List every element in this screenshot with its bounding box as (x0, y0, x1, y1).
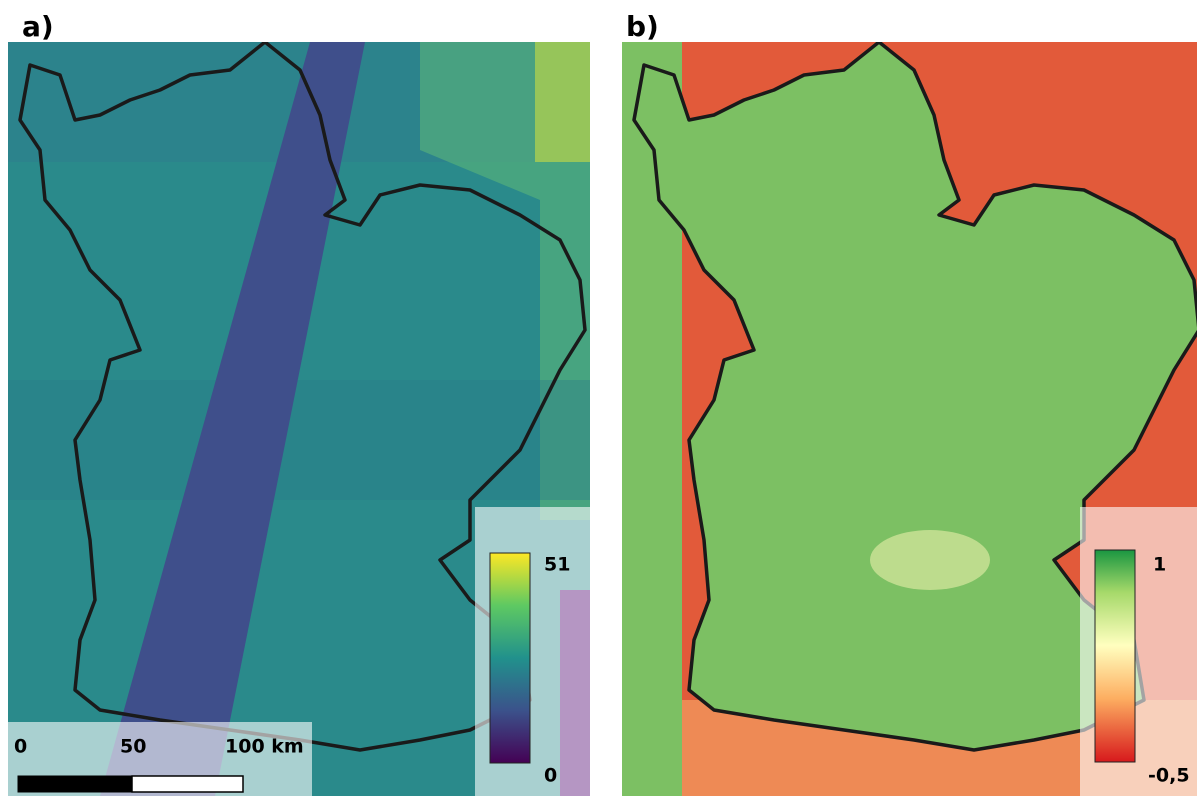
colorbar (1095, 550, 1135, 762)
scale-label: 50 (120, 736, 146, 758)
scale-label: 100 km (225, 736, 304, 758)
colorbar-max: 51 (544, 554, 570, 576)
panel-label: b) (626, 10, 659, 43)
colorbar (490, 553, 530, 763)
colorbar-min: -0,5 (1148, 765, 1190, 787)
panel-label: a) (22, 10, 54, 43)
scale-bar (18, 776, 132, 792)
urban-area (870, 530, 990, 590)
scale-bar (132, 776, 243, 792)
colorbar-max: 1 (1153, 554, 1166, 576)
legend-shade (560, 590, 590, 796)
raster-tile (535, 42, 590, 162)
page: {"panels": [ {"label": "a)", "colorbar":… (0, 0, 1197, 796)
land-fill (622, 42, 682, 796)
raster-tile (8, 380, 590, 500)
figure: a) 51 0 0 50 100 km b) 1 -0,5 (0, 0, 1197, 796)
scale-label: 0 (14, 736, 27, 758)
colorbar-min: 0 (544, 765, 557, 787)
